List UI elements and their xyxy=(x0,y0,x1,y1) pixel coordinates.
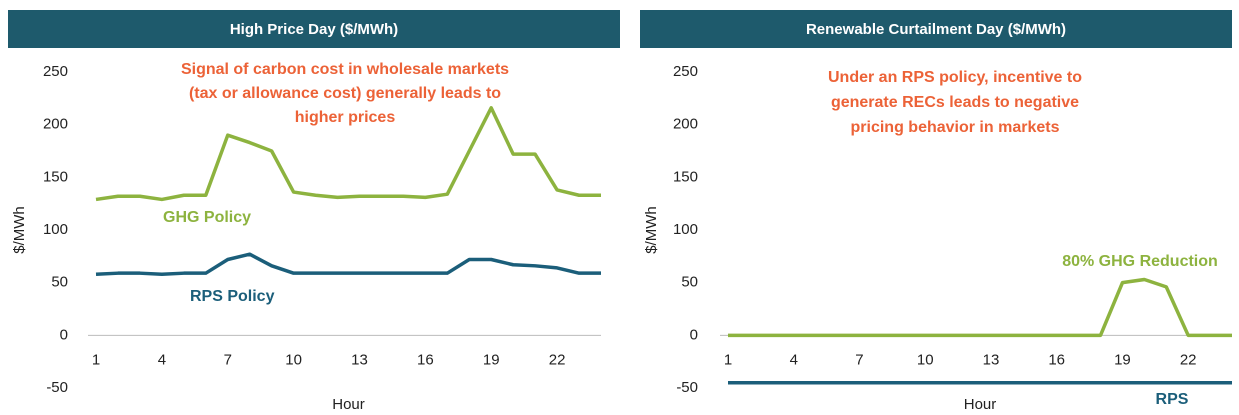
y-tick-label: 50 xyxy=(51,274,68,291)
x-tick-label: 19 xyxy=(1114,351,1131,368)
x-tick-label: 16 xyxy=(1048,351,1065,368)
series-label: GHG Policy xyxy=(163,209,251,226)
y-tick-label: 150 xyxy=(673,168,698,185)
series-label: 80% GHG Reduction xyxy=(1062,253,1218,270)
series-line xyxy=(95,106,601,202)
y-tick-label: 0 xyxy=(690,326,698,343)
annotation: Under an RPS policy, incentive to xyxy=(828,69,1082,86)
chart-title: Renewable Curtailment Day ($/MWh) xyxy=(806,21,1066,38)
annotation: (tax or allowance cost) generally leads … xyxy=(189,85,501,102)
x-tick-label: 4 xyxy=(158,351,166,368)
x-tick-label: 13 xyxy=(351,351,368,368)
y-tick-label: 200 xyxy=(673,116,698,133)
x-tick-label: 16 xyxy=(417,351,434,368)
x-tick-label: 1 xyxy=(724,351,732,368)
y-axis-label: $/MWh xyxy=(643,206,660,254)
x-tick-label: 7 xyxy=(224,351,232,368)
x-axis-label: Hour xyxy=(332,396,365,413)
annotation: generate RECs leads to negative xyxy=(831,94,1079,111)
chart-title: High Price Day ($/MWh) xyxy=(230,21,398,38)
y-tick-label: 50 xyxy=(681,274,698,291)
y-tick-label: 250 xyxy=(43,63,68,80)
y-tick-label: 100 xyxy=(673,221,698,238)
y-tick-label: -50 xyxy=(46,379,68,396)
annotation: pricing behavior in markets xyxy=(851,119,1060,136)
y-tick-label: 250 xyxy=(673,63,698,80)
series-label: RPS xyxy=(1156,391,1189,408)
y-tick-label: 0 xyxy=(60,326,68,343)
y-tick-label: 200 xyxy=(43,116,68,133)
title-bar xyxy=(8,10,620,48)
y-tick-label: 150 xyxy=(43,168,68,185)
x-tick-label: 22 xyxy=(1180,351,1197,368)
series-line xyxy=(95,252,601,276)
series-line xyxy=(728,277,1232,338)
title-bar xyxy=(640,10,1232,48)
x-tick-label: 22 xyxy=(549,351,566,368)
y-tick-label: -50 xyxy=(676,379,698,396)
x-tick-label: 7 xyxy=(855,351,863,368)
x-axis-label: Hour xyxy=(964,396,997,413)
x-tick-label: 1 xyxy=(92,351,100,368)
x-tick-label: 19 xyxy=(483,351,500,368)
series-label: RPS Policy xyxy=(190,288,275,305)
y-tick-label: 100 xyxy=(43,221,68,238)
x-tick-label: 10 xyxy=(917,351,934,368)
x-tick-label: 4 xyxy=(790,351,798,368)
annotation: Signal of carbon cost in wholesale marke… xyxy=(181,61,509,78)
x-tick-label: 13 xyxy=(983,351,1000,368)
annotation: higher prices xyxy=(295,109,396,126)
x-tick-label: 10 xyxy=(285,351,302,368)
y-axis-label: $/MWh xyxy=(11,206,28,254)
